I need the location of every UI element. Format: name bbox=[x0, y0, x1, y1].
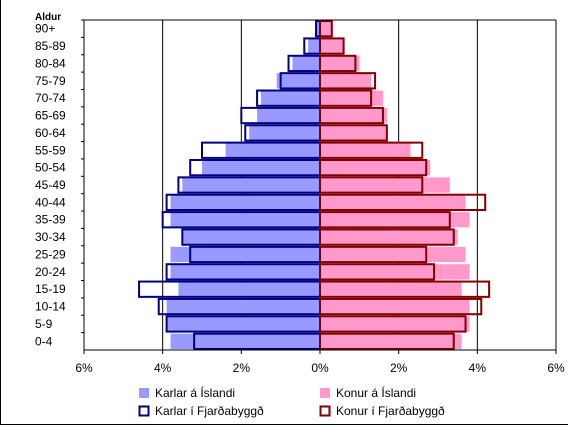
y-axis-title: Aldur bbox=[35, 12, 61, 23]
y-tick-label: 45-49 bbox=[35, 178, 66, 192]
bar-konur-a-islandi-10-14 bbox=[320, 298, 470, 315]
bar-karlar-a-islandi-65-69 bbox=[257, 107, 320, 124]
bar-karlar-a-islandi-25-29 bbox=[170, 246, 320, 263]
bar-konur-a-islandi-80-84 bbox=[320, 55, 360, 72]
bar-konur-i-fjardabyggd-20-24 bbox=[319, 263, 436, 281]
bar-konur-a-islandi-50-54 bbox=[320, 159, 431, 176]
bar-konur-i-fjardabyggd-30-34 bbox=[319, 228, 455, 246]
bar-konur-i-fjardabyggd-75-79 bbox=[319, 72, 377, 90]
bar-konur-i-fjardabyggd-50-54 bbox=[319, 158, 428, 177]
bar-konur-a-islandi-30-34 bbox=[320, 229, 458, 245]
bar-karlar-a-islandi-5-9 bbox=[166, 316, 320, 332]
y-tick-label: 50-54 bbox=[35, 161, 66, 175]
bar-konur-i-fjardabyggd-90 bbox=[319, 20, 333, 38]
bar-karlar-a-islandi-90 bbox=[316, 21, 320, 37]
bar-karlar-a-islandi-70-74 bbox=[261, 90, 320, 106]
bar-konur-a-islandi-90 bbox=[320, 21, 332, 37]
legend-label-konur-fjardabyggd: Konur í Fjarðabyggð bbox=[336, 404, 445, 418]
legend: Karlar á Íslandi Konur á Íslandi Karlar … bbox=[138, 385, 445, 418]
bar-konur-i-fjardabyggd-45-49 bbox=[319, 176, 424, 194]
bar-konur-a-islandi-60-64 bbox=[320, 125, 387, 141]
bar-konur-a-islandi-85-89 bbox=[320, 38, 344, 54]
x-tick-label: 2% bbox=[390, 361, 408, 375]
y-tick-label: 25-29 bbox=[35, 247, 66, 261]
bar-konur-a-islandi-55-59 bbox=[320, 142, 411, 158]
bar-karlar-a-islandi-50-54 bbox=[202, 159, 320, 176]
outline-bars bbox=[138, 20, 491, 350]
y-tick-label: 35-39 bbox=[35, 213, 66, 227]
bar-konur-i-fjardabyggd-0-4 bbox=[319, 332, 455, 350]
y-tick-label: 15-19 bbox=[35, 282, 66, 296]
bar-konur-a-islandi-20-24 bbox=[320, 264, 470, 280]
bar-konur-i-fjardabyggd-60-64 bbox=[319, 124, 388, 142]
y-tick-label: 10-14 bbox=[35, 300, 66, 314]
legend-swatch-konur-fjardabyggd bbox=[319, 405, 331, 417]
y-tick-label: 85-89 bbox=[35, 39, 66, 53]
bar-karlar-a-islandi-60-64 bbox=[249, 125, 320, 141]
bar-konur-i-fjardabyggd-85-89 bbox=[319, 37, 345, 55]
bar-karlar-a-islandi-15-19 bbox=[178, 281, 320, 297]
bar-konur-i-fjardabyggd-10-14 bbox=[319, 297, 483, 316]
bar-konur-a-islandi-35-39 bbox=[320, 212, 470, 228]
bar-konur-i-fjardabyggd-40-44 bbox=[319, 193, 487, 212]
bar-karlar-a-islandi-20-24 bbox=[170, 264, 320, 280]
bar-konur-i-fjardabyggd-25-29 bbox=[319, 245, 428, 264]
legend-label-karlar-fjardabyggd: Karlar í Fjarðabyggð bbox=[155, 404, 264, 418]
y-tick-label: 40-44 bbox=[35, 195, 66, 209]
x-tick-label: 6% bbox=[547, 361, 565, 375]
y-tick-label: 0-4 bbox=[35, 334, 53, 348]
bar-karlar-a-islandi-80-84 bbox=[292, 55, 320, 72]
bar-karlar-a-islandi-0-4 bbox=[170, 333, 320, 349]
bar-konur-a-islandi-65-69 bbox=[320, 107, 387, 124]
bar-konur-a-islandi-75-79 bbox=[320, 73, 372, 89]
bar-karlar-a-islandi-10-14 bbox=[166, 298, 320, 315]
legend-label-konur-island: Konur á Íslandi bbox=[336, 385, 416, 400]
bar-karlar-a-islandi-40-44 bbox=[170, 194, 320, 211]
bar-konur-i-fjardabyggd-35-39 bbox=[319, 211, 451, 229]
legend-swatch-konur-island bbox=[320, 388, 330, 398]
bar-konur-i-fjardabyggd-70-74 bbox=[319, 89, 373, 107]
bar-konur-i-fjardabyggd-5-9 bbox=[319, 315, 467, 333]
y-tick-labels: 90+ 85-89 80-84 75-79 70-74 65-69 60-64 55-59 50… bbox=[35, 19, 84, 348]
legend-swatch-karlar-fjardabyggd bbox=[138, 405, 150, 417]
x-tick-label: 4% bbox=[469, 361, 487, 375]
bar-konur-i-fjardabyggd-80-84 bbox=[319, 54, 357, 73]
x-tick-label: 0% bbox=[311, 361, 329, 375]
y-tick-label: 75-79 bbox=[35, 74, 66, 88]
bar-konur-i-fjardabyggd-15-19 bbox=[319, 280, 491, 298]
x-tick-label: 2% bbox=[233, 361, 251, 375]
y-tick-label: 60-64 bbox=[35, 126, 66, 140]
bar-konur-a-islandi-25-29 bbox=[320, 246, 466, 263]
bar-konur-a-islandi-45-49 bbox=[320, 177, 450, 193]
legend-swatch-karlar-island bbox=[139, 388, 149, 398]
bar-konur-a-islandi-70-74 bbox=[320, 90, 383, 106]
bar-konur-a-islandi-40-44 bbox=[320, 194, 466, 211]
y-tick-label: 70-74 bbox=[35, 91, 66, 105]
y-tick-label: 80-84 bbox=[35, 56, 66, 70]
bar-karlar-a-islandi-30-34 bbox=[182, 229, 320, 245]
bar-karlar-a-islandi-55-59 bbox=[225, 142, 320, 158]
bar-konur-a-islandi-0-4 bbox=[320, 333, 462, 349]
bar-karlar-a-islandi-35-39 bbox=[170, 212, 320, 228]
y-tick-label: 5-9 bbox=[35, 317, 53, 331]
y-tick-label: 90+ bbox=[35, 22, 55, 36]
bars bbox=[166, 21, 470, 349]
bar-karlar-a-islandi-45-49 bbox=[182, 177, 320, 193]
bar-karlar-a-islandi-85-89 bbox=[308, 38, 320, 54]
bar-konur-i-fjardabyggd-55-59 bbox=[319, 141, 424, 159]
bar-konur-a-islandi-15-19 bbox=[320, 281, 462, 297]
x-tick-label: 4% bbox=[154, 361, 172, 375]
bar-karlar-a-islandi-75-79 bbox=[276, 73, 320, 89]
bar-konur-a-islandi-5-9 bbox=[320, 316, 470, 332]
y-tick-label: 55-59 bbox=[35, 143, 66, 157]
bar-konur-i-fjardabyggd-65-69 bbox=[319, 106, 384, 125]
legend-label-karlar-island: Karlar á Íslandi bbox=[155, 385, 235, 400]
y-tick-label: 30-34 bbox=[35, 230, 66, 244]
x-tick-label: 6% bbox=[75, 361, 93, 375]
x-tick-labels: 6% 4% 2% 0% 2% 4% 6% bbox=[75, 350, 565, 375]
y-tick-label: 65-69 bbox=[35, 109, 66, 123]
y-tick-label: 20-24 bbox=[35, 265, 66, 279]
